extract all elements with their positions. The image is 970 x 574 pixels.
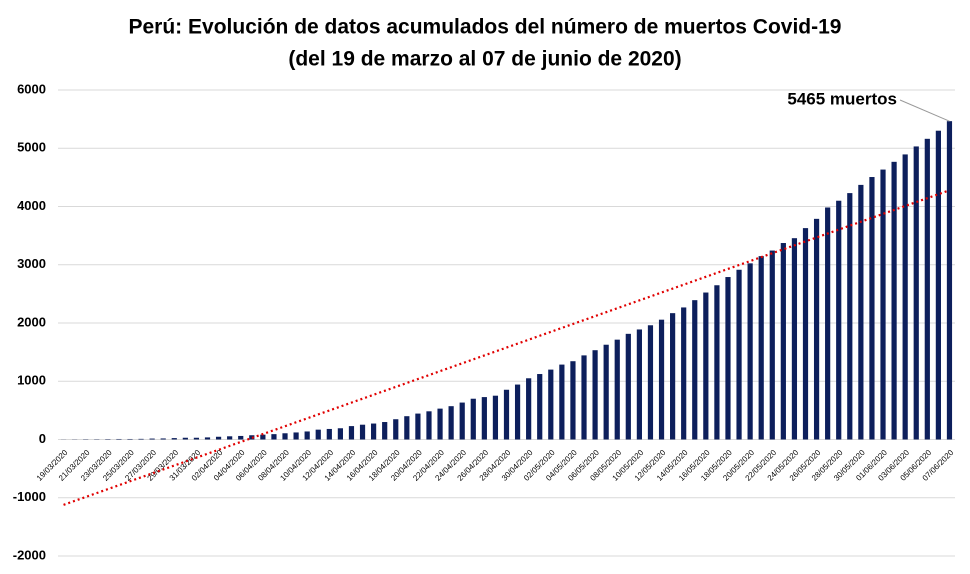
chart-title: Perú: Evolución de datos acumulados del … [129,16,842,39]
bar [603,344,609,440]
bar [537,374,543,440]
bar [271,434,277,440]
bar [404,416,410,440]
y-tick-label: 2000 [17,314,46,329]
bar [415,413,421,440]
bar [215,436,222,440]
y-tick-label: 5000 [17,140,46,155]
bar [780,243,786,440]
bar [260,434,266,440]
bar [769,250,775,440]
bar [171,438,177,440]
bar [326,428,332,440]
bar [127,438,133,440]
bar [481,397,487,440]
bar [658,319,665,440]
bar [614,339,620,440]
y-tick-label: -2000 [13,547,46,562]
y-tick-label: 3000 [17,256,46,271]
bar [249,435,255,440]
bar [913,146,919,440]
bar [714,285,720,440]
bar [382,422,388,440]
bar [459,402,465,440]
y-tick-label: 4000 [17,198,46,213]
bar [293,432,299,440]
trendline [63,189,950,506]
bar [359,424,366,440]
bar [492,395,499,440]
bar [847,193,853,440]
bar [526,378,532,440]
bar [758,256,764,440]
annotation-leader [899,99,950,122]
y-tick-label: 1000 [17,373,46,388]
annotation: 5465 muertos [787,89,897,108]
bar [670,313,676,440]
bar [514,384,521,440]
bar [160,438,166,440]
bar [227,436,233,440]
y-tick-label: 0 [39,431,46,446]
bar [503,389,510,440]
bar [437,408,443,440]
bar [891,161,897,440]
bar [348,426,355,440]
bar [116,438,122,440]
bar [282,433,288,440]
bar [337,428,343,440]
bar [924,138,930,440]
bar [581,355,587,440]
bar [138,438,144,440]
bar [725,277,731,440]
bar [238,435,244,440]
bar [625,333,631,440]
bar [570,361,576,440]
bar [371,423,377,440]
bar [647,325,654,440]
bar [692,300,698,440]
bar [149,438,155,440]
bar [736,269,742,440]
bar [204,437,211,440]
bar [636,329,642,440]
bar [813,218,820,440]
bar [470,398,476,440]
bar [304,431,310,440]
chart-subtitle: (del 19 de marzo al 07 de junio de 2020) [288,48,681,71]
bar [869,177,875,440]
bar [946,121,953,440]
bar [559,364,565,440]
y-tick-label: 6000 [17,81,46,96]
bar [858,184,864,440]
bar [802,228,809,440]
bar [836,200,842,440]
bar [548,369,554,440]
y-tick-label: -1000 [13,489,46,504]
bar [747,263,753,440]
bar [681,307,687,440]
bar [825,207,831,440]
bar [935,130,941,440]
bar [592,350,598,440]
bar [315,429,321,440]
bar [393,419,399,440]
bar [448,406,454,440]
bar [193,437,200,440]
bar [182,437,188,440]
bar [791,238,798,440]
bar [902,154,908,440]
bar [426,411,432,440]
bar [703,292,709,440]
bar [880,169,886,440]
